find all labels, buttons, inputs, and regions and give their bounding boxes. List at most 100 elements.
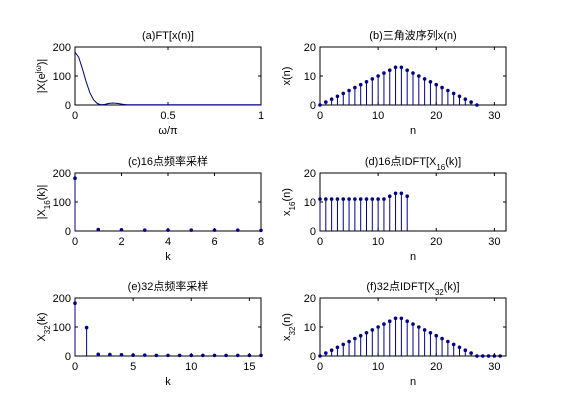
series-line-a bbox=[74, 51, 261, 106]
y-tick-label-b: 0 bbox=[310, 100, 316, 112]
stem-point-e bbox=[235, 353, 240, 358]
stem-point-f bbox=[405, 319, 409, 324]
y-tick-label-b: 10 bbox=[304, 71, 316, 83]
stem-point-f bbox=[376, 325, 380, 329]
stem-point-b bbox=[347, 88, 351, 93]
stem-point-d bbox=[405, 194, 409, 198]
x-axis-label-b: n bbox=[410, 125, 416, 137]
x-tick-label-a: 0.5 bbox=[160, 110, 175, 122]
stem-point-b bbox=[411, 71, 415, 75]
stem-point-f bbox=[446, 339, 450, 344]
stem-point-c bbox=[212, 228, 217, 232]
stem-point-b bbox=[422, 77, 427, 81]
x-tick-label-e: 5 bbox=[130, 361, 136, 373]
stem-point-c bbox=[259, 228, 263, 233]
y-tick-label-f: 20 bbox=[304, 293, 316, 305]
x-tick-label-f: 0 bbox=[317, 361, 323, 373]
stem-point-b bbox=[387, 68, 392, 72]
x-tick-label-b: 10 bbox=[372, 110, 384, 122]
y-tick-label-d: 20 bbox=[304, 168, 316, 180]
stem-point-d bbox=[318, 197, 322, 201]
stem-point-b bbox=[475, 103, 479, 107]
x-tick-label-f: 20 bbox=[430, 361, 442, 373]
stem-point-d bbox=[335, 197, 340, 201]
x-axis-label-c: k bbox=[165, 251, 171, 263]
stem-point-d bbox=[399, 191, 404, 196]
x-tick-label-e: 0 bbox=[72, 361, 78, 373]
stem-point-e bbox=[96, 352, 101, 357]
stem-point-d bbox=[364, 197, 369, 201]
stem-point-f bbox=[324, 351, 328, 355]
x-tick-label-d: 30 bbox=[488, 236, 500, 248]
stem-point-f bbox=[486, 354, 491, 358]
x-tick-label-d: 0 bbox=[317, 236, 323, 248]
stem-point-b bbox=[469, 100, 473, 104]
y-axis-label-e: X32(k) bbox=[36, 312, 52, 341]
x-tick-label-e: 15 bbox=[243, 361, 255, 373]
stem-point-d bbox=[353, 197, 357, 201]
stem-point-e bbox=[259, 353, 263, 358]
y-tick-label-a: 0 bbox=[65, 100, 71, 112]
stem-point-e bbox=[119, 353, 124, 357]
stem-point-f bbox=[492, 354, 497, 358]
stem-point-b bbox=[335, 94, 340, 99]
title-c: (c)16点频率采样 bbox=[128, 154, 208, 168]
y-tick-label-a: 100 bbox=[53, 71, 71, 83]
stem-point-f bbox=[428, 331, 433, 335]
y-axis-label-c: |X16(k)| bbox=[36, 185, 52, 220]
stem-point-e bbox=[154, 353, 159, 358]
y-tick-label-c: 200 bbox=[53, 168, 71, 180]
x-axis-label-f: n bbox=[410, 376, 416, 388]
stem-point-b bbox=[376, 74, 380, 78]
y-tick-label-e: 0 bbox=[65, 351, 71, 363]
stem-point-f bbox=[498, 354, 502, 358]
stem-point-f bbox=[411, 322, 415, 326]
stem-point-d bbox=[341, 197, 346, 201]
stem-point-f bbox=[341, 342, 346, 347]
x-tick-label-a: 0 bbox=[72, 110, 78, 122]
x-tick-label-b: 30 bbox=[488, 110, 500, 122]
stem-point-e bbox=[73, 301, 77, 306]
stem-point-f bbox=[358, 333, 363, 338]
subplot-b: 0 10 20 30 0 10 20 (b)三角波序列x(n) n x(n) bbox=[281, 28, 507, 137]
subplot-f: 0 10 20 30 0 10 20 (f)32点IDFT[X32(k)] n x32(n) bbox=[281, 280, 507, 388]
stem-point-b bbox=[451, 91, 456, 96]
title-e: (e)32点频率采样 bbox=[128, 279, 209, 293]
subplot-d: 0 10 20 30 0 10 20 (d)16点IDFT[X16(k)] n x16(n) bbox=[281, 155, 507, 263]
x-tick-label-e: 10 bbox=[185, 361, 197, 373]
stem-point-f bbox=[469, 351, 473, 355]
x-axis-label-d: n bbox=[410, 251, 416, 263]
subplot-c: 0 2 4 6 8 0 100 200 (c)16点频率采样 k |X16(k)| bbox=[36, 154, 264, 263]
y-tick-label-c: 100 bbox=[53, 197, 71, 209]
stem-point-f bbox=[399, 316, 404, 321]
stem-point-d bbox=[329, 197, 334, 201]
stem-point-d bbox=[358, 197, 363, 201]
y-tick-label-c: 0 bbox=[65, 226, 71, 238]
stem-point-d bbox=[370, 197, 375, 201]
title-b: (b)三角波序列x(n) bbox=[369, 28, 456, 42]
stem-point-b bbox=[434, 82, 439, 87]
stem-point-c bbox=[235, 228, 240, 232]
stem-point-b bbox=[428, 80, 433, 84]
axes-box-d bbox=[319, 172, 507, 232]
stem-point-f bbox=[475, 354, 479, 358]
stem-point-e bbox=[131, 353, 135, 357]
stem-point-b bbox=[463, 97, 468, 101]
stem-point-b bbox=[324, 100, 328, 104]
stem-point-b bbox=[446, 88, 450, 93]
stem-point-b bbox=[370, 77, 375, 81]
stem-point-c bbox=[119, 228, 124, 232]
x-tick-label-c: 0 bbox=[72, 236, 78, 248]
stem-point-b bbox=[318, 103, 322, 107]
title-d: (d)16点IDFT[X16(k)] bbox=[365, 155, 461, 172]
x-axis-label-a: ω/π bbox=[158, 125, 178, 137]
subplot-e: 0 5 10 15 0 100 200 (e)32点频率采样 k X32(k) bbox=[36, 279, 263, 388]
stem-point-b bbox=[341, 91, 346, 96]
stem-point-e bbox=[212, 353, 217, 358]
title-f: (f)32点IDFT[X32(k)] bbox=[366, 280, 459, 297]
stem-point-d bbox=[347, 197, 351, 201]
stem-point-e bbox=[177, 353, 182, 358]
stem-point-f bbox=[393, 316, 398, 321]
stem-point-d bbox=[393, 191, 398, 196]
